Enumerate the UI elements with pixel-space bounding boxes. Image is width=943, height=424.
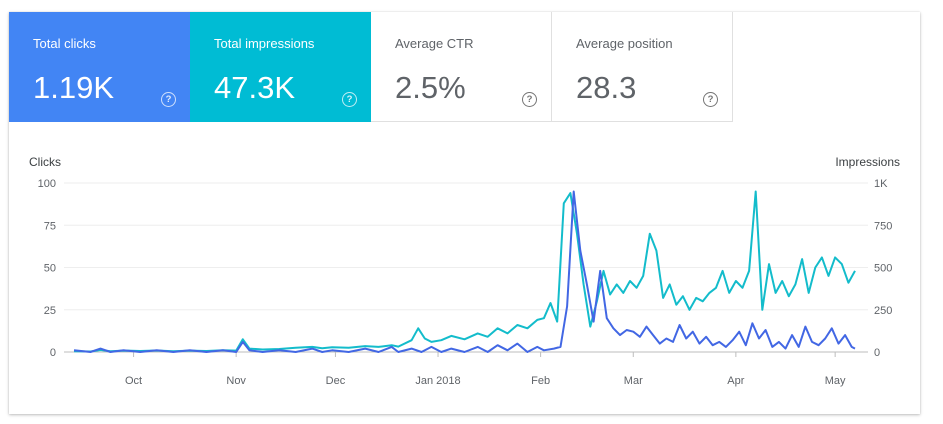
y-right-tick-label: 500 — [874, 263, 892, 275]
y-left-tick-label: 75 — [44, 220, 56, 232]
y-left-axis-title: Clicks — [29, 155, 61, 169]
metric-label: Average position — [576, 36, 673, 51]
y-left-tick-label: 50 — [44, 263, 56, 275]
help-icon[interactable]: ? — [161, 92, 176, 107]
y-right-tick-label: 750 — [874, 220, 892, 232]
help-icon[interactable]: ? — [703, 92, 718, 107]
y-left-tick-label: 25 — [44, 305, 56, 317]
metric-label: Total impressions — [214, 36, 315, 51]
help-icon[interactable]: ? — [522, 92, 537, 107]
y-left-tick-label: 0 — [50, 347, 56, 359]
x-tick-label: Nov — [226, 375, 246, 387]
x-tick-label: Dec — [326, 375, 346, 387]
metric-average-position[interactable]: Average position 28.3 ? — [552, 12, 733, 122]
metric-total-clicks[interactable]: Total clicks 1.19K ? — [9, 12, 190, 122]
metric-label: Total clicks — [33, 36, 96, 51]
y-left-axis: 0 25 50 75 100 — [38, 178, 56, 359]
metric-label: Average CTR — [395, 36, 474, 51]
y-right-tick-label: 250 — [874, 305, 892, 317]
x-tick-label: May — [825, 375, 846, 387]
series-line-clicks — [73, 190, 856, 353]
y-right-tick-label: 1K — [874, 178, 888, 190]
y-right-axis: 0 250 500 750 1K — [874, 178, 892, 359]
y-right-axis-title: Impressions — [835, 155, 900, 169]
chart-grid — [64, 182, 868, 353]
y-left-tick-label: 100 — [38, 178, 56, 190]
chart-series — [73, 190, 856, 353]
x-tick-label: Feb — [531, 375, 550, 387]
x-tick-label: Mar — [624, 375, 643, 387]
metric-value: 47.3K — [214, 70, 296, 105]
series-line-impressions — [73, 190, 856, 353]
metric-average-ctr[interactable]: Average CTR 2.5% ? — [371, 12, 552, 122]
help-icon[interactable]: ? — [342, 92, 357, 107]
metric-value: 1.19K — [33, 70, 115, 105]
metric-total-impressions[interactable]: Total impressions 47.3K ? — [190, 12, 371, 122]
performance-card: Total clicks 1.19K ? Total impressions 4… — [9, 12, 920, 414]
x-tick-label: Oct — [125, 375, 142, 387]
x-axis: Oct Nov Dec Jan 2018 Feb Mar Apr May — [125, 352, 846, 387]
x-tick-label: Apr — [727, 375, 744, 387]
metric-tabs: Total clicks 1.19K ? Total impressions 4… — [9, 12, 733, 123]
metric-value: 28.3 — [576, 70, 637, 105]
y-right-tick-label: 0 — [874, 347, 880, 359]
x-tick-label: Jan 2018 — [415, 375, 460, 387]
metric-value: 2.5% — [395, 70, 466, 105]
